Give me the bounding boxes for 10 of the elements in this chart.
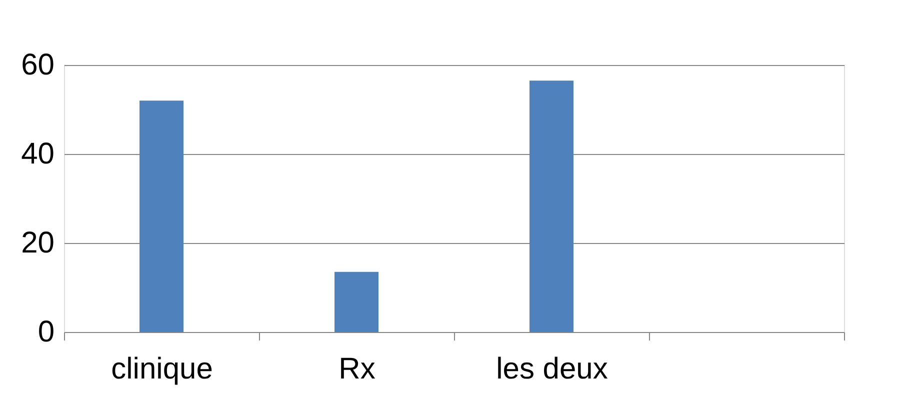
y-tick-label: 60 [21,48,54,82]
x-tick-label: Rx [338,352,376,386]
bar [140,100,184,332]
y-tick-label: 40 [21,138,54,170]
bar [530,80,574,332]
y-tick-label: 20 [21,226,54,260]
x-tick-label: clinique [111,352,213,386]
x-tick-label: les deux [496,352,608,386]
y-tick-label: 0 [38,316,54,348]
bar [334,272,378,332]
